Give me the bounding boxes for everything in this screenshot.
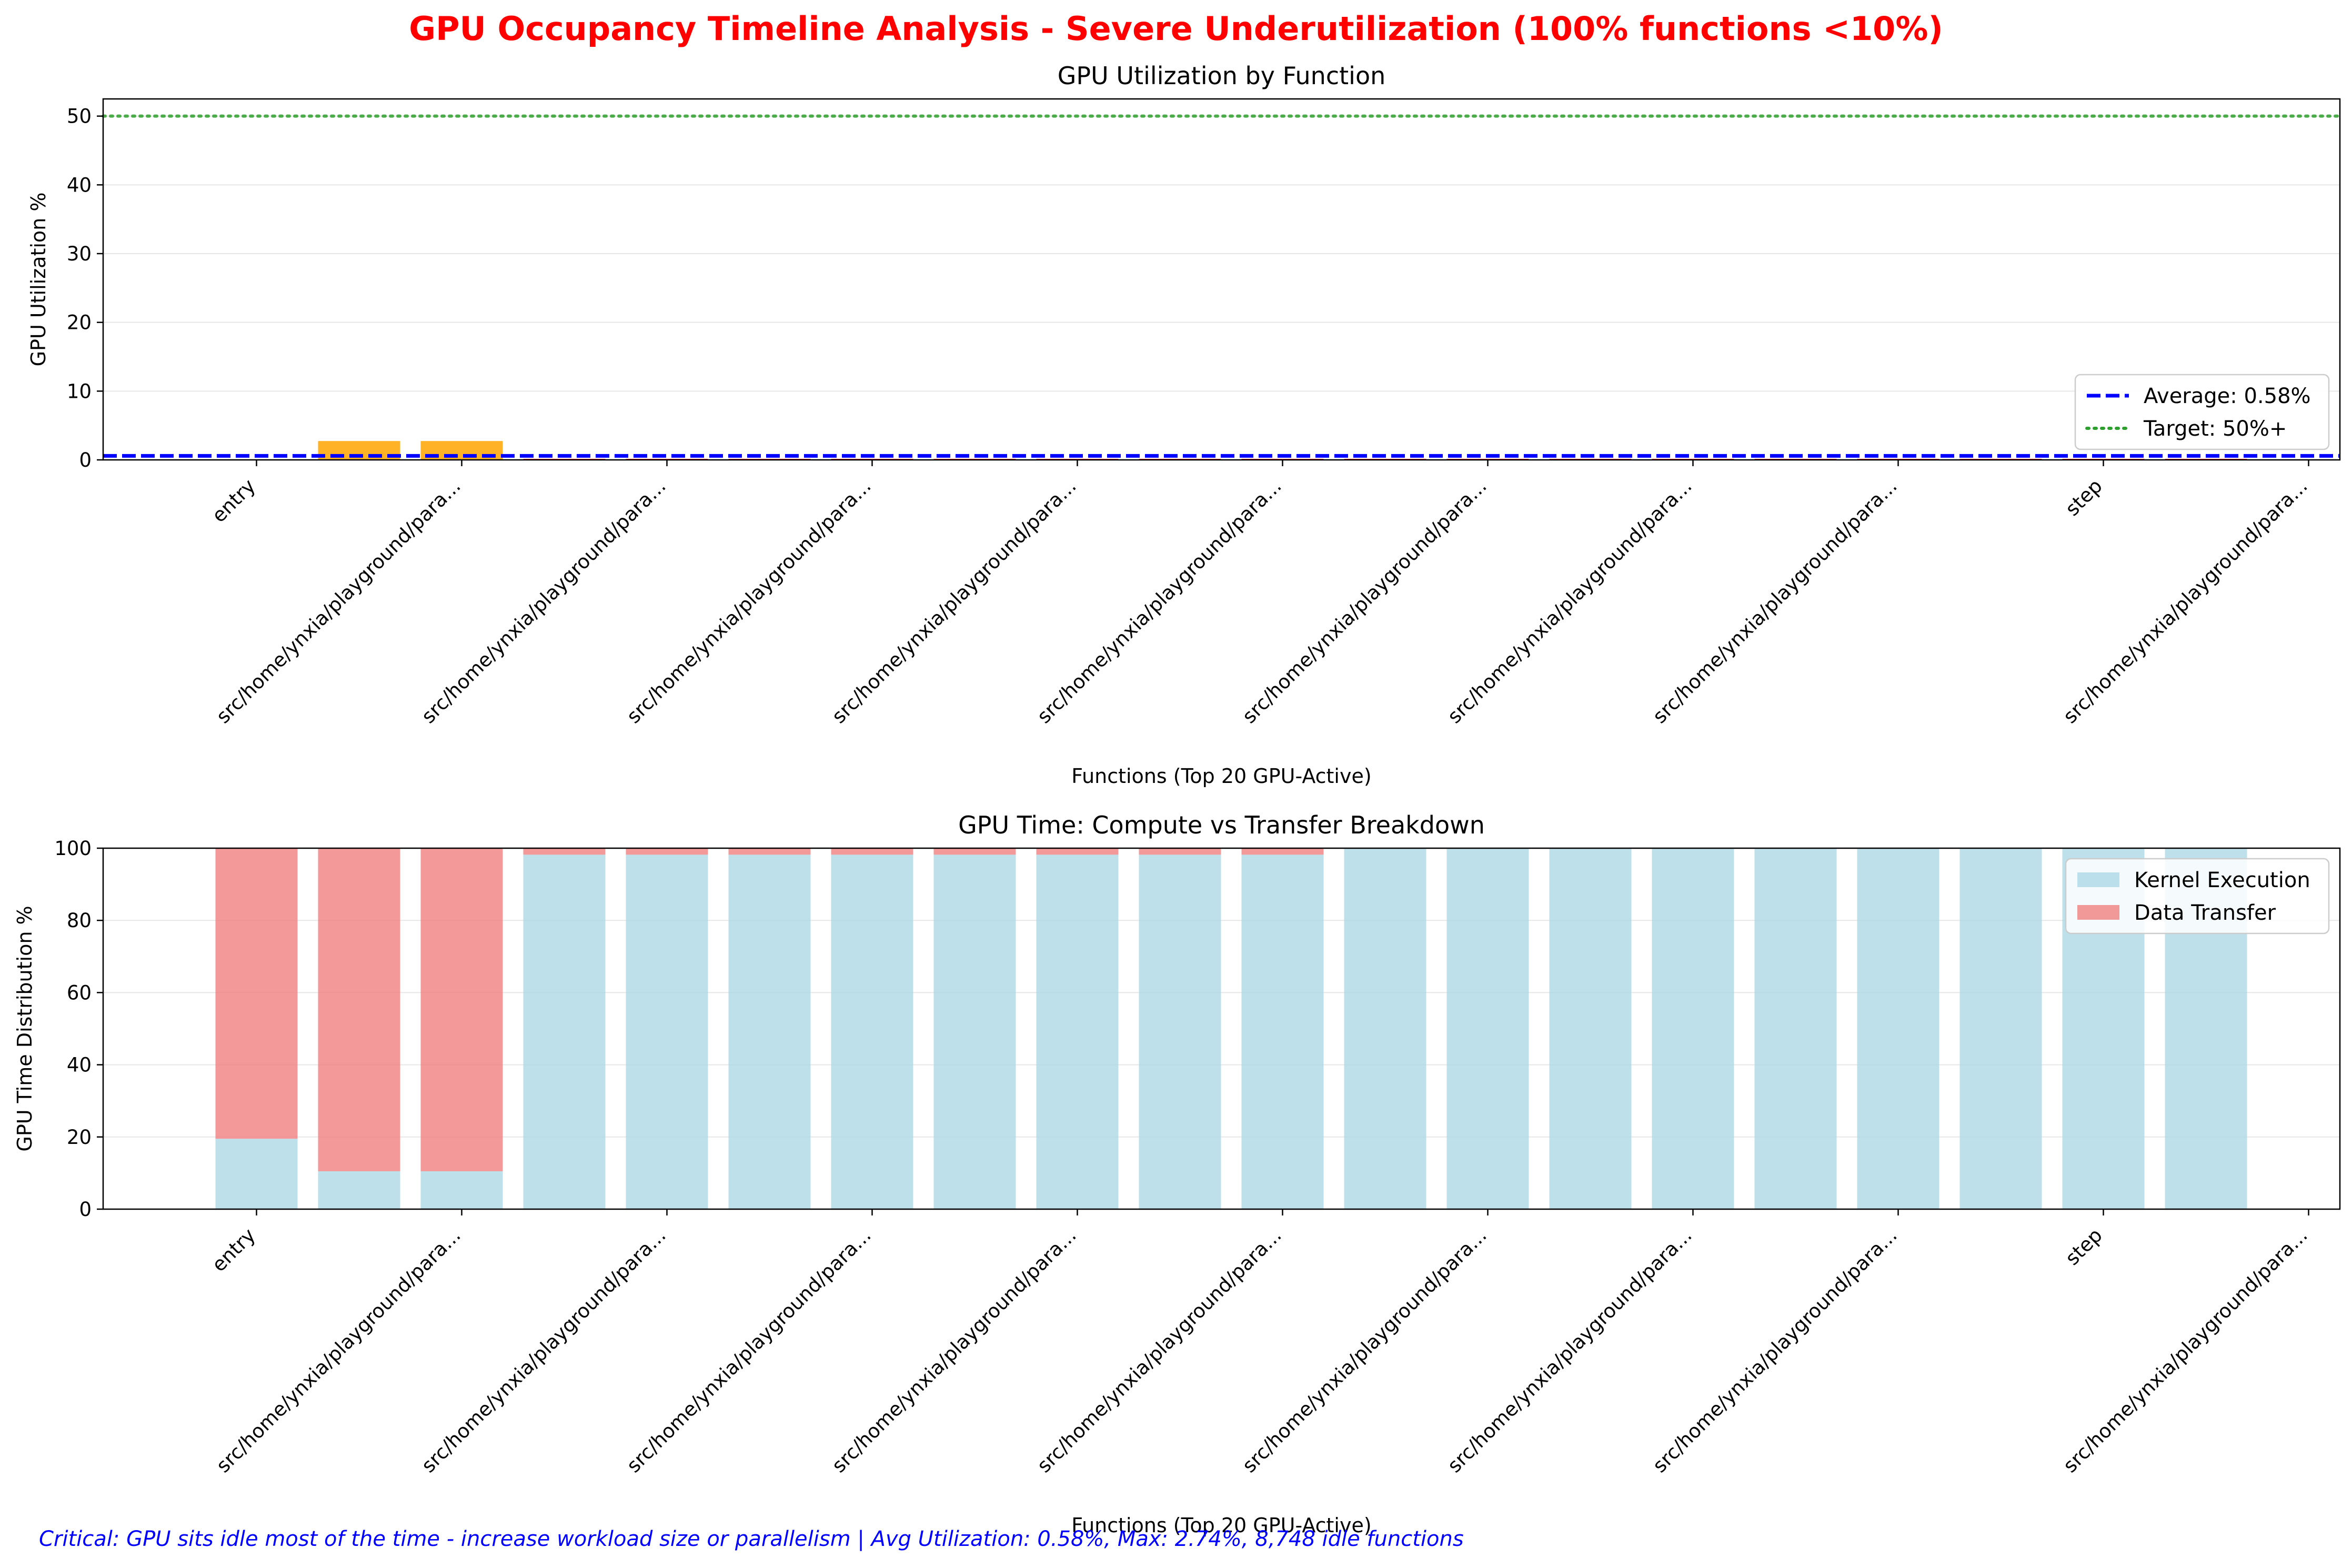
x-tick-label: src/home/ynxia/playground/para... <box>212 475 465 728</box>
y-tick-label: 10 <box>67 380 92 403</box>
kernel-bar <box>626 855 708 1209</box>
y-tick-label: 20 <box>67 1126 92 1149</box>
y-tick-label: 40 <box>67 1054 92 1077</box>
y-axis-label: GPU Time Distribution % <box>13 906 36 1151</box>
transfer-bar <box>626 848 708 855</box>
transfer-bar <box>318 848 400 1171</box>
kernel-bar <box>1446 848 1529 1209</box>
legend-label: Data Transfer <box>2134 901 2276 925</box>
x-tick-label: src/home/ynxia/playground/para... <box>1033 1224 1286 1477</box>
kernel-bar <box>1959 848 2042 1209</box>
x-tick-label: src/home/ynxia/playground/para... <box>1443 1224 1696 1477</box>
legend-swatch <box>2077 905 2119 920</box>
legend-label: Average: 0.58% <box>2144 384 2311 408</box>
breakdown-chart: 020406080100entrysrc/home/ynxia/playgrou… <box>13 811 2341 1537</box>
x-tick-label: entry <box>207 1224 260 1276</box>
transfer-bar <box>1139 848 1221 855</box>
kernel-bar <box>1036 855 1119 1209</box>
y-tick-label: 50 <box>67 105 92 128</box>
x-tick-label: src/home/ynxia/playground/para... <box>417 475 670 728</box>
footnote: Critical: GPU sits idle most of the time… <box>39 1527 1464 1551</box>
kernel-bar <box>933 855 1016 1209</box>
x-tick-label: step <box>2061 1224 2107 1270</box>
x-tick-label: src/home/ynxia/playground/para... <box>1443 475 1696 728</box>
transfer-bar <box>523 848 606 855</box>
legend-box <box>2065 858 2330 934</box>
x-tick-label: src/home/ynxia/playground/para... <box>2059 475 2312 728</box>
figure-title: GPU Occupancy Timeline Analysis - Severe… <box>409 9 1943 48</box>
y-tick-label: 30 <box>67 243 92 265</box>
axes-frame <box>102 98 2341 461</box>
x-tick-label: src/home/ynxia/playground/para... <box>1033 475 1286 728</box>
x-tick-label: src/home/ynxia/playground/para... <box>1649 1224 1902 1477</box>
kernel-bar <box>1652 848 1734 1209</box>
legend-box <box>2074 374 2330 450</box>
x-tick-label: entry <box>207 475 260 527</box>
kernel-bar <box>318 1171 400 1209</box>
x-tick-label: src/home/ynxia/playground/para... <box>1649 475 1902 728</box>
y-tick-label: 40 <box>67 174 92 196</box>
kernel-bar <box>1344 848 1426 1209</box>
x-tick-label: step <box>2061 475 2107 520</box>
transfer-bar <box>831 848 913 855</box>
legend: Kernel Execution Data Transfer <box>2065 858 2330 934</box>
legend-label: Kernel Execution <box>2134 868 2310 892</box>
axes-frame <box>102 847 2341 1210</box>
x-tick-label: src/home/ynxia/playground/para... <box>622 475 876 728</box>
kernel-bar <box>831 855 913 1209</box>
y-tick-label: 20 <box>67 311 92 334</box>
x-tick-label: src/home/ynxia/playground/para... <box>417 1224 670 1477</box>
kernel-bar <box>1241 855 1324 1209</box>
y-tick-label: 0 <box>79 1198 92 1221</box>
transfer-bar <box>420 848 503 1171</box>
x-axis-label: Functions (Top 20 GPU-Active) <box>1071 1514 1371 1537</box>
x-tick-label: src/home/ynxia/playground/para... <box>1238 1224 1491 1477</box>
x-tick-label: src/home/ynxia/playground/para... <box>828 1224 1081 1477</box>
x-tick-label: src/home/ynxia/playground/para... <box>212 1224 465 1477</box>
x-tick-label: src/home/ynxia/playground/para... <box>1238 475 1491 728</box>
x-tick-label: src/home/ynxia/playground/para... <box>828 475 1081 728</box>
kernel-bar <box>728 855 811 1209</box>
legend-swatch <box>2077 872 2119 887</box>
y-axis-label: GPU Utilization % <box>27 193 50 367</box>
transfer-bar <box>1241 848 1324 855</box>
kernel-bar <box>420 1171 503 1209</box>
kernel-bar <box>1549 848 1632 1209</box>
x-tick-label: src/home/ynxia/playground/para... <box>622 1224 876 1477</box>
kernel-bar <box>523 855 606 1209</box>
transfer-bar <box>1036 848 1119 855</box>
legend: Average: 0.58% Target: 50%+ <box>2074 374 2330 450</box>
axes-title: GPU Time: Compute vs Transfer Breakdown <box>958 811 1485 839</box>
y-tick-label: 100 <box>54 837 92 860</box>
transfer-bar <box>728 848 811 855</box>
utilization-chart: 01020304050entrysrc/home/ynxia/playgroun… <box>27 62 2341 788</box>
y-tick-label: 0 <box>79 449 92 471</box>
x-tick-label: src/home/ynxia/playground/para... <box>2059 1224 2312 1477</box>
axes-title: GPU Utilization by Function <box>1058 62 1386 90</box>
kernel-bar <box>1139 855 1221 1209</box>
kernel-bar <box>215 1139 298 1209</box>
y-tick-label: 80 <box>67 909 92 932</box>
kernel-bar <box>1754 848 1837 1209</box>
x-axis-label: Functions (Top 20 GPU-Active) <box>1071 765 1371 788</box>
legend-label: Target: 50%+ <box>2143 417 2287 441</box>
transfer-bar <box>933 848 1016 855</box>
kernel-bar <box>1857 848 1939 1209</box>
transfer-bar <box>215 848 298 1139</box>
y-tick-label: 60 <box>67 981 92 1004</box>
